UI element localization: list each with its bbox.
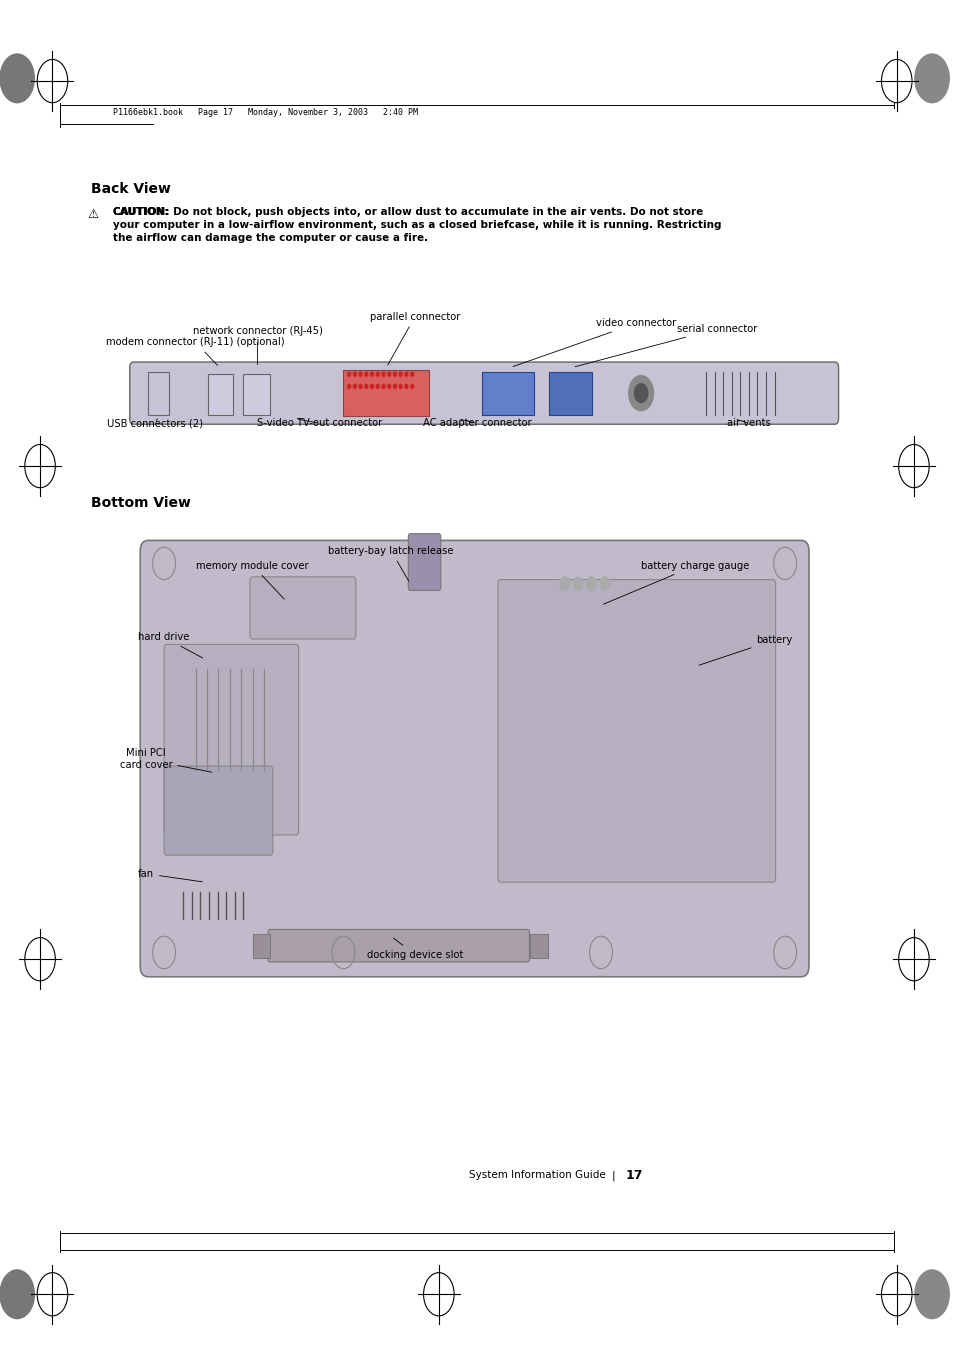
Circle shape [375, 372, 379, 377]
Text: P1166ebk1.book   Page 17   Monday, November 3, 2003   2:40 PM: P1166ebk1.book Page 17 Monday, November … [112, 108, 417, 116]
Circle shape [387, 385, 390, 389]
Text: memory module cover: memory module cover [196, 561, 309, 600]
Circle shape [381, 385, 384, 389]
Circle shape [358, 385, 361, 389]
Text: Mini PCI
card cover: Mini PCI card cover [119, 748, 212, 773]
Circle shape [398, 372, 401, 377]
Bar [481, 372, 534, 415]
Text: AC adapter connector: AC adapter connector [422, 419, 531, 428]
Bar [343, 370, 429, 416]
Circle shape [573, 577, 582, 590]
Circle shape [393, 372, 396, 377]
FancyBboxPatch shape [140, 540, 808, 977]
Bar [253, 934, 270, 958]
Circle shape [347, 372, 350, 377]
Text: Back View: Back View [91, 182, 171, 196]
Circle shape [152, 936, 175, 969]
FancyBboxPatch shape [164, 644, 298, 835]
Circle shape [375, 385, 379, 389]
FancyBboxPatch shape [408, 534, 440, 590]
Circle shape [404, 385, 407, 389]
Text: hard drive: hard drive [138, 632, 202, 658]
Circle shape [370, 372, 373, 377]
Circle shape [347, 385, 350, 389]
Text: parallel connector: parallel connector [370, 312, 459, 365]
Text: battery charge gauge: battery charge gauge [603, 561, 749, 604]
Text: air vents: air vents [726, 419, 770, 428]
Text: |: | [611, 1170, 615, 1181]
Text: 17: 17 [625, 1169, 642, 1182]
FancyBboxPatch shape [497, 580, 775, 882]
Circle shape [586, 577, 596, 590]
Text: Bottom View: Bottom View [91, 496, 191, 509]
Text: USB connectors (2): USB connectors (2) [107, 419, 202, 428]
Text: serial connector: serial connector [575, 324, 757, 366]
Text: network connector (RJ-45): network connector (RJ-45) [193, 327, 322, 365]
Circle shape [0, 1270, 34, 1319]
Circle shape [364, 385, 367, 389]
FancyBboxPatch shape [130, 362, 838, 424]
Circle shape [589, 936, 612, 969]
Circle shape [599, 577, 609, 590]
Circle shape [773, 936, 796, 969]
Circle shape [914, 54, 948, 103]
Circle shape [634, 384, 647, 403]
Text: docking device slot: docking device slot [366, 938, 463, 959]
Text: fan: fan [138, 869, 202, 882]
Circle shape [0, 54, 34, 103]
Circle shape [393, 385, 396, 389]
Bar [548, 372, 592, 415]
FancyBboxPatch shape [250, 577, 355, 639]
Circle shape [387, 372, 390, 377]
Text: video connector: video connector [513, 319, 676, 366]
Circle shape [381, 372, 384, 377]
Circle shape [398, 385, 401, 389]
Circle shape [628, 376, 653, 411]
Text: modem connector (RJ-11) (optional): modem connector (RJ-11) (optional) [106, 338, 285, 366]
Circle shape [914, 1270, 948, 1319]
Bar [530, 934, 547, 958]
Bar [148, 372, 169, 415]
Bar [243, 374, 270, 415]
Text: System Information Guide: System Information Guide [469, 1170, 605, 1181]
Bar [208, 374, 233, 415]
Circle shape [152, 547, 175, 580]
Text: S-video TV-out connector: S-video TV-out connector [256, 419, 382, 428]
Circle shape [410, 372, 413, 377]
Circle shape [353, 372, 356, 377]
FancyBboxPatch shape [164, 766, 273, 855]
Circle shape [332, 936, 355, 969]
Circle shape [559, 577, 569, 590]
Circle shape [773, 547, 796, 580]
Circle shape [404, 372, 407, 377]
FancyBboxPatch shape [268, 929, 529, 962]
Circle shape [364, 372, 367, 377]
Text: battery: battery [699, 635, 792, 665]
Text: battery-bay latch release: battery-bay latch release [328, 546, 454, 581]
Circle shape [353, 385, 356, 389]
Text: ⚠: ⚠ [88, 208, 99, 222]
Circle shape [370, 385, 373, 389]
Circle shape [410, 385, 413, 389]
Text: CAUTION:: CAUTION: [112, 207, 169, 216]
Circle shape [358, 372, 361, 377]
Text: CAUTION: Do not block, push objects into, or allow dust to accumulate in the air: CAUTION: Do not block, push objects into… [112, 207, 720, 243]
